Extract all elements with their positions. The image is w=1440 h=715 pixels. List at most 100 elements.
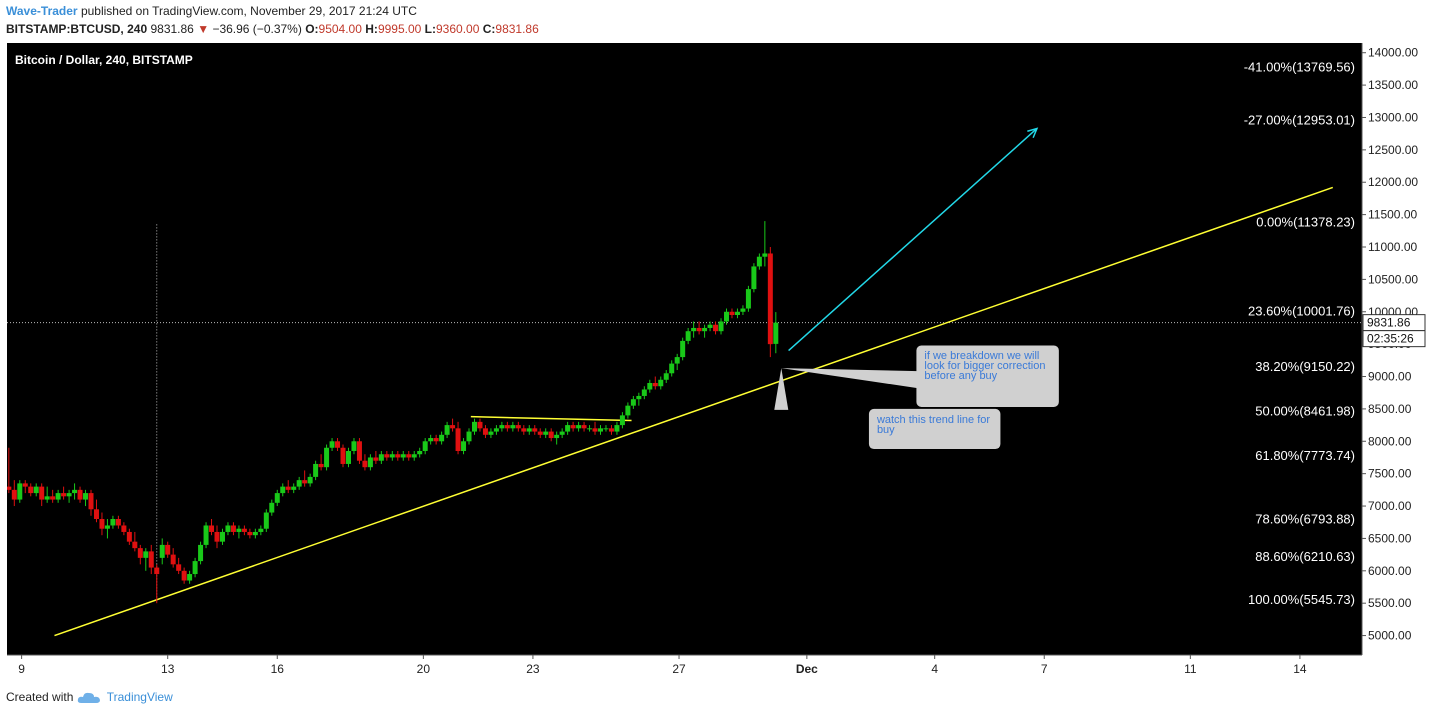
chart-area[interactable]: Bitcoin / Dollar, 240, BITSTAMP -41.00%(… xyxy=(6,43,1426,680)
candle[interactable] xyxy=(225,522,231,536)
candle[interactable] xyxy=(482,425,488,439)
candle[interactable] xyxy=(214,525,220,549)
candle[interactable] xyxy=(285,480,291,494)
candle[interactable] xyxy=(307,473,313,487)
candle[interactable] xyxy=(269,499,275,516)
candle[interactable] xyxy=(219,528,225,545)
candle[interactable] xyxy=(461,438,467,455)
candle[interactable] xyxy=(428,434,434,445)
candle[interactable] xyxy=(148,544,154,575)
candle[interactable] xyxy=(466,428,472,445)
candle[interactable] xyxy=(734,308,740,319)
candle[interactable] xyxy=(313,460,319,481)
candle[interactable] xyxy=(773,312,779,354)
candle[interactable] xyxy=(406,451,412,461)
candle[interactable] xyxy=(280,483,286,497)
candle[interactable] xyxy=(433,434,439,445)
candle[interactable] xyxy=(554,431,560,445)
candle[interactable] xyxy=(526,425,532,435)
candle[interactable] xyxy=(121,522,127,536)
candle[interactable] xyxy=(636,392,642,406)
candle[interactable] xyxy=(395,451,401,461)
candle[interactable] xyxy=(324,444,330,471)
candle[interactable] xyxy=(203,522,209,549)
candle[interactable] xyxy=(137,544,143,565)
candle[interactable] xyxy=(274,489,280,507)
candle[interactable] xyxy=(417,447,423,458)
candle[interactable] xyxy=(680,337,686,361)
candle[interactable] xyxy=(22,480,28,494)
candle[interactable] xyxy=(614,421,620,435)
candle[interactable] xyxy=(291,483,297,494)
candle[interactable] xyxy=(17,480,23,503)
candle[interactable] xyxy=(532,425,538,435)
candle[interactable] xyxy=(115,515,121,529)
candle[interactable] xyxy=(99,512,105,536)
candle[interactable] xyxy=(756,253,762,270)
candle[interactable] xyxy=(707,321,713,332)
candle[interactable] xyxy=(176,557,182,575)
candle[interactable] xyxy=(356,438,362,464)
candle[interactable] xyxy=(28,483,34,497)
candle[interactable] xyxy=(587,425,593,432)
candle[interactable] xyxy=(647,379,653,393)
candle[interactable] xyxy=(209,519,215,536)
candle[interactable] xyxy=(340,444,346,468)
candle[interactable] xyxy=(192,557,198,578)
candle[interactable] xyxy=(767,247,773,358)
candle[interactable] xyxy=(751,263,757,293)
candle[interactable] xyxy=(351,438,357,455)
candle[interactable] xyxy=(625,402,631,419)
candle[interactable] xyxy=(740,305,746,315)
candle[interactable] xyxy=(230,522,236,536)
candle[interactable] xyxy=(548,428,554,442)
candle[interactable] xyxy=(83,489,89,507)
candle[interactable] xyxy=(33,483,39,497)
candle[interactable] xyxy=(258,525,264,536)
candle[interactable] xyxy=(411,451,417,461)
candle[interactable] xyxy=(104,519,110,539)
candle[interactable] xyxy=(499,421,505,432)
candle[interactable] xyxy=(302,470,308,487)
candle[interactable] xyxy=(154,564,160,604)
candle[interactable] xyxy=(581,421,587,432)
callout-bubble[interactable]: if we breakdown we will look for bigger … xyxy=(781,345,1059,407)
candle[interactable] xyxy=(181,567,187,584)
candle[interactable] xyxy=(50,489,56,503)
candle[interactable] xyxy=(724,308,730,325)
candle[interactable] xyxy=(61,486,67,500)
candle[interactable] xyxy=(318,454,324,471)
candle[interactable] xyxy=(77,486,83,503)
candle[interactable] xyxy=(236,525,242,539)
candle[interactable] xyxy=(39,483,45,507)
candle[interactable] xyxy=(658,376,664,390)
candle[interactable] xyxy=(329,438,335,451)
candle[interactable] xyxy=(66,489,72,503)
candle[interactable] xyxy=(592,421,598,435)
candle[interactable] xyxy=(565,421,571,435)
candle[interactable] xyxy=(576,421,582,432)
candle[interactable] xyxy=(422,438,428,455)
candle[interactable] xyxy=(187,570,193,584)
candle[interactable] xyxy=(159,538,165,565)
candle[interactable] xyxy=(493,425,499,435)
candle[interactable] xyxy=(477,418,483,432)
trend-line[interactable] xyxy=(470,415,632,422)
candle[interactable] xyxy=(630,395,636,409)
candle[interactable] xyxy=(11,480,17,507)
candle[interactable] xyxy=(72,483,78,500)
candle[interactable] xyxy=(373,451,379,464)
candle[interactable] xyxy=(652,376,658,390)
candle[interactable] xyxy=(559,428,565,439)
candle[interactable] xyxy=(198,541,204,565)
candle[interactable] xyxy=(537,428,543,439)
candle[interactable] xyxy=(674,353,680,371)
candle[interactable] xyxy=(389,451,395,461)
tradingview-link[interactable]: TradingView xyxy=(106,690,173,704)
candle[interactable] xyxy=(619,412,625,429)
candle[interactable] xyxy=(702,324,708,338)
candle[interactable] xyxy=(362,454,368,471)
candle[interactable] xyxy=(685,327,691,345)
candle[interactable] xyxy=(252,528,258,539)
candle[interactable] xyxy=(263,509,269,532)
